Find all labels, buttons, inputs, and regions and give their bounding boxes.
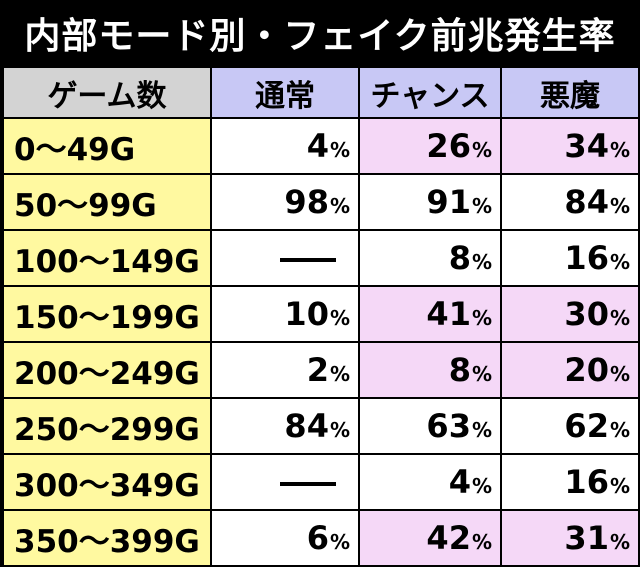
percent-unit: % — [329, 138, 350, 162]
percent-unit: % — [471, 362, 492, 386]
table-row: 150〜199G 10% 41% 30% — [2, 285, 640, 343]
value-number: 8 — [448, 351, 471, 389]
cell-akuma: 34% — [500, 117, 640, 175]
value-number: 41 — [426, 295, 471, 333]
cell-game-count: 250〜299G — [2, 397, 212, 455]
value-number: 91 — [426, 183, 471, 221]
cell-akuma: 31% — [500, 509, 640, 567]
value-number: 8 — [448, 239, 471, 277]
table-row: 50〜99G 98% 91% 84% — [2, 173, 640, 231]
table-row: 100〜149G 8% 16% — [2, 229, 640, 287]
value-number: 2 — [306, 351, 329, 389]
cell-akuma: 84% — [500, 173, 640, 231]
cell-chance: 4% — [358, 453, 502, 511]
percent-unit: % — [471, 530, 492, 554]
percent-unit: % — [329, 362, 350, 386]
value-number: 26 — [426, 127, 471, 165]
cell-game-count: 50〜99G — [2, 173, 212, 231]
percent-unit: % — [471, 474, 492, 498]
value-number: 98 — [284, 183, 329, 221]
percent-unit: % — [471, 194, 492, 218]
dash-mark — [280, 258, 336, 262]
percent-unit: % — [609, 474, 630, 498]
percent-unit: % — [329, 530, 350, 554]
value-number: 10 — [284, 295, 329, 333]
cell-chance: 63% — [358, 397, 502, 455]
value-number: 31 — [564, 519, 609, 557]
value-number: 4 — [448, 463, 471, 501]
value-number: 42 — [426, 519, 471, 557]
rate-table: ゲーム数 通常 チャンス 悪魔 0〜49G 4% 26% 34% 50〜99G 98% 91… — [2, 66, 640, 567]
value-number: 16 — [564, 463, 609, 501]
percent-unit: % — [609, 362, 630, 386]
cell-chance: 91% — [358, 173, 502, 231]
cell-akuma: 16% — [500, 229, 640, 287]
percent-unit: % — [471, 138, 492, 162]
cell-akuma: 16% — [500, 453, 640, 511]
value-number: 84 — [284, 407, 329, 445]
cell-game-count: 0〜49G — [2, 117, 212, 175]
table-row: 0〜49G 4% 26% 34% — [2, 117, 640, 175]
table-row: 350〜399G 6% 42% 31% — [2, 509, 640, 567]
table-row: 200〜249G 2% 8% 20% — [2, 341, 640, 399]
table-row: 250〜299G 84% 63% 62% — [2, 397, 640, 455]
cell-normal: 4% — [210, 117, 360, 175]
header-game-count: ゲーム数 — [2, 66, 212, 119]
value-number: 30 — [564, 295, 609, 333]
cell-chance: 8% — [358, 341, 502, 399]
table-row: 300〜349G 4% 16% — [2, 453, 640, 511]
header-chance: チャンス — [358, 66, 502, 119]
header-akuma: 悪魔 — [500, 66, 640, 119]
percent-unit: % — [609, 306, 630, 330]
cell-normal: 2% — [210, 341, 360, 399]
cell-game-count: 100〜149G — [2, 229, 212, 287]
cell-game-count: 300〜349G — [2, 453, 212, 511]
percent-unit: % — [609, 530, 630, 554]
percent-unit: % — [609, 194, 630, 218]
cell-akuma: 62% — [500, 397, 640, 455]
percent-unit: % — [609, 138, 630, 162]
dash-mark — [280, 482, 336, 486]
cell-normal: 98% — [210, 173, 360, 231]
cell-game-count: 200〜249G — [2, 341, 212, 399]
percent-unit: % — [329, 418, 350, 442]
value-number: 4 — [306, 127, 329, 165]
table-body: 0〜49G 4% 26% 34% 50〜99G 98% 91% 84% 100〜149G 8% 16… — [2, 117, 640, 567]
header-row: ゲーム数 通常 チャンス 悪魔 — [2, 66, 640, 119]
cell-game-count: 350〜399G — [2, 509, 212, 567]
percent-unit: % — [471, 418, 492, 442]
value-number: 20 — [564, 351, 609, 389]
percent-unit: % — [329, 194, 350, 218]
cell-chance: 26% — [358, 117, 502, 175]
value-number: 34 — [564, 127, 609, 165]
percent-unit: % — [471, 306, 492, 330]
cell-normal: 10% — [210, 285, 360, 343]
cell-akuma: 20% — [500, 341, 640, 399]
value-number: 63 — [426, 407, 471, 445]
cell-normal — [210, 229, 360, 287]
cell-chance: 41% — [358, 285, 502, 343]
percent-unit: % — [609, 418, 630, 442]
cell-chance: 8% — [358, 229, 502, 287]
value-number: 62 — [564, 407, 609, 445]
page-title: 内部モード別・フェイク前兆発生率 — [24, 16, 616, 57]
cell-chance: 42% — [358, 509, 502, 567]
value-number: 16 — [564, 239, 609, 277]
cell-game-count: 150〜199G — [2, 285, 212, 343]
percent-unit: % — [471, 250, 492, 274]
cell-normal: 6% — [210, 509, 360, 567]
value-number: 84 — [564, 183, 609, 221]
cell-akuma: 30% — [500, 285, 640, 343]
percent-unit: % — [609, 250, 630, 274]
value-number: 6 — [306, 519, 329, 557]
percent-unit: % — [329, 306, 350, 330]
cell-normal: 84% — [210, 397, 360, 455]
cell-normal — [210, 453, 360, 511]
header-normal: 通常 — [210, 66, 360, 119]
